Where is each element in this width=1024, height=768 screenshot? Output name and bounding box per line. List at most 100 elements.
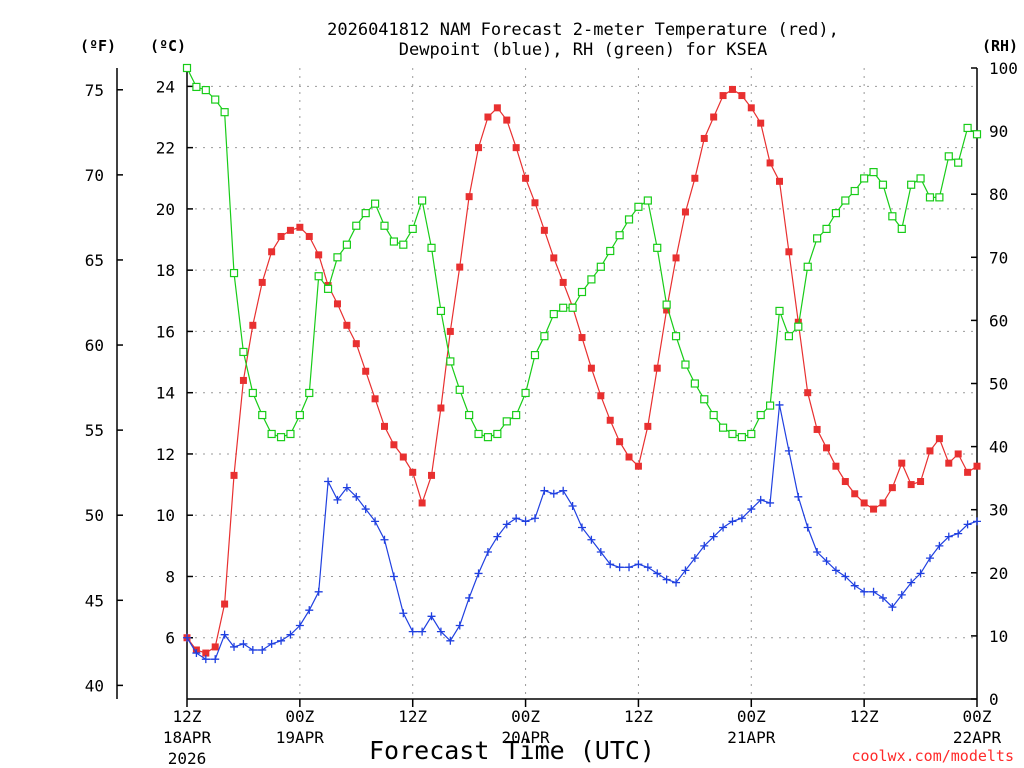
rh-point — [916, 174, 925, 183]
rh-point — [878, 180, 888, 189]
temperature-point — [305, 232, 313, 240]
temperature-point — [794, 318, 802, 326]
temperature-point — [935, 435, 943, 443]
temperature-point — [239, 376, 247, 384]
dewpoint-point — [521, 517, 530, 526]
rh-point — [860, 174, 869, 183]
rh-point — [389, 237, 399, 246]
dewpoint-point — [728, 517, 737, 526]
temperature-point — [286, 226, 294, 234]
rh-tick-label: 10 — [989, 627, 1008, 646]
temperature-point — [879, 499, 887, 507]
rh-point — [418, 196, 427, 205]
rh-point — [512, 410, 521, 420]
rh-point — [850, 186, 859, 196]
temperature-point — [277, 232, 285, 240]
dewpoint-point — [493, 532, 502, 541]
temperature-point — [606, 416, 614, 424]
dewpoint-point — [380, 535, 389, 544]
rh-point — [935, 193, 944, 202]
rh-point — [709, 410, 718, 420]
temperature-point — [475, 144, 483, 152]
dewpoint-point — [822, 557, 831, 566]
rh-point — [342, 240, 351, 249]
temperature-point — [503, 116, 511, 124]
rh-point — [643, 196, 652, 205]
rh-point — [972, 130, 982, 139]
x-tick-year-label: 2026 — [168, 749, 207, 768]
dewpoint-point — [954, 529, 963, 538]
series-line — [186, 404, 978, 660]
rh-point — [577, 287, 587, 297]
rh-point — [596, 262, 605, 271]
dewpoint-point — [220, 630, 229, 639]
dewpoint-point — [277, 636, 286, 645]
rh-point — [775, 306, 784, 316]
dewpoint-point — [230, 642, 239, 651]
dewpoint-point — [897, 590, 906, 599]
rh-point — [963, 123, 972, 133]
celsius-tick-label: 24 — [156, 77, 175, 96]
dewpoint-point — [399, 609, 408, 618]
temperature-point — [644, 422, 652, 430]
rh-point — [201, 85, 210, 95]
dewpoint-point — [681, 566, 690, 575]
rh-point — [408, 224, 417, 234]
dewpoint-point — [239, 639, 248, 648]
temperature-point — [710, 113, 718, 121]
rh-point — [897, 224, 906, 234]
rh-point — [399, 240, 408, 249]
temperature-point — [409, 468, 417, 476]
temperature-point — [559, 278, 567, 286]
dewpoint-point — [794, 492, 803, 501]
dewpoint-point — [916, 569, 925, 578]
rh-point — [700, 395, 709, 404]
rh-point — [756, 410, 765, 420]
temperature-point — [907, 481, 915, 489]
fahrenheit-tick-label: 40 — [85, 676, 104, 695]
dewpoint-point — [540, 486, 549, 495]
temperature-point — [738, 92, 746, 100]
temperature-point — [898, 459, 906, 467]
dewpoint-point — [559, 486, 568, 495]
fahrenheit-tick-label: 75 — [85, 81, 104, 100]
dewpoint-point — [192, 649, 201, 658]
fahrenheit-tick-label: 60 — [85, 336, 104, 355]
temperature-point — [418, 499, 426, 507]
temperature-point — [381, 422, 388, 430]
credit-text: coolwx.com/modelts — [851, 747, 1014, 765]
rh-point — [465, 410, 474, 420]
dewpoint-point — [465, 593, 474, 602]
rh-point — [690, 379, 699, 388]
temperature-point — [672, 254, 680, 262]
temperature-point — [785, 248, 793, 256]
temperature-point — [804, 389, 812, 397]
dewpoint-point — [784, 446, 793, 455]
temperature-point — [653, 364, 661, 372]
rh-point — [248, 388, 257, 398]
temperature-point — [888, 484, 896, 492]
rh-point — [286, 429, 295, 439]
dewpoint-point — [813, 547, 822, 556]
rh-tick-label: 30 — [989, 501, 1008, 520]
axes — [116, 67, 978, 707]
dewpoint-point — [267, 639, 276, 648]
dewpoint-point — [737, 514, 746, 523]
rh-point — [295, 410, 304, 420]
celsius-tick-label: 6 — [165, 629, 175, 648]
rh-point — [944, 152, 953, 161]
temperature-point — [757, 119, 765, 127]
rh-point — [521, 388, 530, 398]
x-tick-date-label: 18APR — [163, 728, 212, 747]
rh-unit-label: (RH) — [982, 37, 1018, 55]
dewpoint-point — [596, 547, 605, 556]
rh-point — [615, 231, 624, 240]
rh-tick-label: 0 — [989, 690, 999, 709]
dewpoint-point — [587, 535, 596, 544]
celsius-tick-label: 18 — [156, 261, 175, 280]
rh-point — [869, 168, 878, 177]
dewpoint-point — [418, 627, 427, 636]
rh-point — [831, 209, 841, 218]
fahrenheit-tick-label: 50 — [85, 506, 104, 525]
temperature-point — [550, 254, 558, 262]
